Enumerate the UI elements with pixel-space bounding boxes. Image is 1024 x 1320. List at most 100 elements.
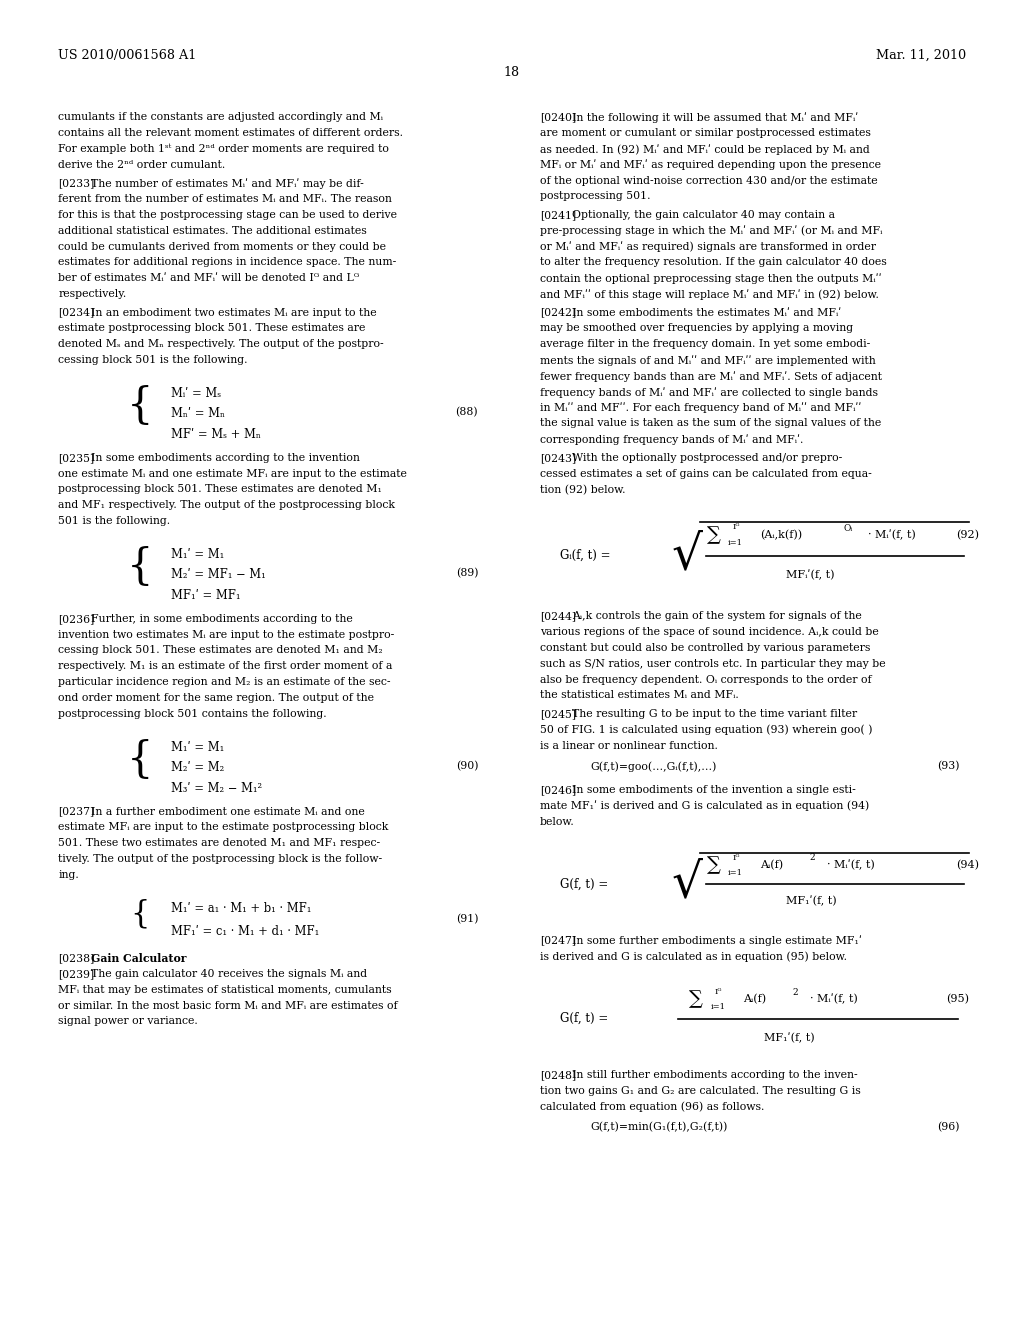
- Text: MFᵢ that may be estimates of statistical moments, cumulants: MFᵢ that may be estimates of statistical…: [58, 985, 392, 995]
- Text: postprocessing block 501 contains the following.: postprocessing block 501 contains the fo…: [58, 709, 327, 719]
- Text: respectively.: respectively.: [58, 289, 127, 300]
- Text: MFᵢ or Mᵢʹ and MFᵢʹ as required depending upon the presence: MFᵢ or Mᵢʹ and MFᵢʹ as required dependin…: [540, 160, 881, 170]
- Text: G(f,t)=goo(…,Gᵢ(f,t),…): G(f,t)=goo(…,Gᵢ(f,t),…): [591, 762, 717, 772]
- Text: estimates for additional regions in incidence space. The num-: estimates for additional regions in inci…: [58, 257, 396, 268]
- Text: [0233]: [0233]: [58, 178, 94, 189]
- Text: invention two estimates Mᵢ are input to the estimate postpro-: invention two estimates Mᵢ are input to …: [58, 630, 394, 640]
- Text: is a linear or nonlinear function.: is a linear or nonlinear function.: [540, 741, 718, 751]
- Text: 2: 2: [793, 987, 798, 997]
- Text: MF₁ʹ(f, t): MF₁ʹ(f, t): [786, 896, 837, 907]
- Text: G(f, t) =: G(f, t) =: [560, 878, 608, 891]
- Text: postprocessing 501.: postprocessing 501.: [540, 191, 650, 202]
- Text: In some embodiments of the invention a single esti-: In some embodiments of the invention a s…: [572, 785, 856, 795]
- Text: (94): (94): [956, 859, 980, 870]
- Text: estimate postprocessing block 501. These estimates are: estimate postprocessing block 501. These…: [58, 323, 366, 334]
- Text: [0242]: [0242]: [540, 308, 575, 318]
- Text: to alter the frequency resolution. If the gain calculator 40 does: to alter the frequency resolution. If th…: [540, 257, 887, 268]
- Text: In a further embodiment one estimate Mᵢ and one: In a further embodiment one estimate Mᵢ …: [91, 807, 365, 817]
- Text: · Mᵢʹ(f, t): · Mᵢʹ(f, t): [826, 859, 874, 870]
- Text: M₁ʹ = M₁: M₁ʹ = M₁: [171, 548, 224, 561]
- Text: ber of estimates Mᵢʹ and MFᵢʹ will be denoted Iᴳ and Lᴳ: ber of estimates Mᵢʹ and MFᵢʹ will be de…: [58, 273, 359, 284]
- Text: G(f, t) =: G(f, t) =: [560, 1012, 608, 1026]
- Text: signal power or variance.: signal power or variance.: [58, 1016, 198, 1027]
- Text: M₁ʹ = a₁ · M₁ + b₁ · MF₁: M₁ʹ = a₁ · M₁ + b₁ · MF₁: [171, 902, 311, 915]
- Text: US 2010/0061568 A1: US 2010/0061568 A1: [58, 49, 197, 62]
- Text: or Mᵢʹ and MFᵢʹ as required) signals are transformed in order: or Mᵢʹ and MFᵢʹ as required) signals are…: [540, 242, 876, 252]
- Text: below.: below.: [540, 817, 574, 826]
- Text: i=1: i=1: [728, 540, 742, 548]
- Text: and MFᵢʹʹ of this stage will replace Mᵢʹ and MFᵢʹ in (92) below.: and MFᵢʹʹ of this stage will replace Mᵢʹ…: [540, 289, 879, 300]
- Text: ∑: ∑: [707, 525, 720, 544]
- Text: In the following it will be assumed that Mᵢʹ and MFᵢʹ: In the following it will be assumed that…: [572, 112, 859, 123]
- Text: tion two gains G₁ and G₂ are calculated. The resulting G is: tion two gains G₁ and G₂ are calculated.…: [540, 1086, 860, 1096]
- Text: i=1: i=1: [728, 869, 742, 876]
- Text: 501 is the following.: 501 is the following.: [58, 516, 170, 527]
- Text: as needed. In (92) Mᵢʹ and MFᵢʹ could be replaced by Mᵢ and: as needed. In (92) Mᵢʹ and MFᵢʹ could be…: [540, 144, 869, 154]
- Text: In some embodiments the estimates Mᵢʹ and MFᵢʹ: In some embodiments the estimates Mᵢʹ an…: [572, 308, 842, 318]
- Text: · Mᵢʹ(f, t): · Mᵢʹ(f, t): [810, 994, 857, 1005]
- Text: In some further embodiments a single estimate MF₁ʹ: In some further embodiments a single est…: [572, 936, 862, 946]
- Text: fewer frequency bands than are Mᵢʹ and MFᵢʹ. Sets of adjacent: fewer frequency bands than are Mᵢʹ and M…: [540, 371, 882, 381]
- Text: With the optionally postprocessed and/or prepro-: With the optionally postprocessed and/or…: [572, 453, 843, 463]
- Text: various regions of the space of sound incidence. Aᵢ,k could be: various regions of the space of sound in…: [540, 627, 879, 638]
- Text: cumulants if the constants are adjusted accordingly and Mᵢ: cumulants if the constants are adjusted …: [58, 112, 383, 123]
- Text: ferent from the number of estimates Mᵢ and MFᵢ. The reason: ferent from the number of estimates Mᵢ a…: [58, 194, 392, 205]
- Text: derive the 2ⁿᵈ order cumulant.: derive the 2ⁿᵈ order cumulant.: [58, 160, 225, 170]
- Text: (92): (92): [956, 529, 980, 540]
- Text: pre-processing stage in which the Mᵢʹ and MFᵢʹ (or Mᵢ and MFᵢ: pre-processing stage in which the Mᵢʹ an…: [540, 226, 882, 236]
- Text: average filter in the frequency domain. In yet some embodi-: average filter in the frequency domain. …: [540, 339, 870, 350]
- Text: The gain calculator 40 receives the signals Mᵢ and: The gain calculator 40 receives the sign…: [91, 969, 368, 979]
- Text: Aᵢ(f): Aᵢ(f): [760, 859, 783, 870]
- Text: [0240]: [0240]: [540, 112, 575, 123]
- Text: are moment or cumulant or similar postprocessed estimates: are moment or cumulant or similar postpr…: [540, 128, 870, 139]
- Text: √: √: [672, 861, 702, 907]
- Text: Iᴳ: Iᴳ: [732, 854, 739, 862]
- Text: The resulting G to be input to the time variant filter: The resulting G to be input to the time …: [572, 709, 857, 719]
- Text: tion (92) below.: tion (92) below.: [540, 484, 625, 495]
- Text: Mar. 11, 2010: Mar. 11, 2010: [876, 49, 966, 62]
- Text: {: {: [127, 384, 154, 426]
- Text: the signal value is taken as the sum of the signal values of the: the signal value is taken as the sum of …: [540, 418, 881, 429]
- Text: such as S/N ratios, user controls etc. In particular they may be: such as S/N ratios, user controls etc. I…: [540, 659, 886, 669]
- Text: i=1: i=1: [711, 1003, 726, 1011]
- Text: Iᴳ: Iᴳ: [732, 523, 739, 531]
- Text: In some embodiments according to the invention: In some embodiments according to the inv…: [91, 453, 360, 463]
- Text: cessing block 501 is the following.: cessing block 501 is the following.: [58, 355, 248, 366]
- Text: (95): (95): [946, 994, 969, 1005]
- Text: and MF₁ respectively. The output of the postprocessing block: and MF₁ respectively. The output of the …: [58, 500, 395, 511]
- Text: denoted Mₛ and Mₙ respectively. The output of the postpro-: denoted Mₛ and Mₙ respectively. The outp…: [58, 339, 384, 350]
- Text: M₂ʹ = MF₁ − M₁: M₂ʹ = MF₁ − M₁: [171, 569, 266, 581]
- Text: [0236]: [0236]: [58, 614, 94, 624]
- Text: may be smoothed over frequencies by applying a moving: may be smoothed over frequencies by appl…: [540, 323, 853, 334]
- Text: tively. The output of the postprocessing block is the follow-: tively. The output of the postprocessing…: [58, 854, 383, 865]
- Text: mate MF₁ʹ is derived and G is calculated as in equation (94): mate MF₁ʹ is derived and G is calculated…: [540, 801, 869, 812]
- Text: contain the optional preprocessing stage then the outputs Mᵢʹʹ: contain the optional preprocessing stage…: [540, 273, 882, 284]
- Text: [0239]: [0239]: [58, 969, 94, 979]
- Text: √: √: [672, 532, 702, 579]
- Text: Gain Calculator: Gain Calculator: [91, 953, 186, 964]
- Text: 2: 2: [810, 853, 815, 862]
- Text: MFʹ = Mₛ + Mₙ: MFʹ = Mₛ + Mₙ: [171, 428, 261, 441]
- Text: 18: 18: [504, 66, 520, 79]
- Text: In still further embodiments according to the inven-: In still further embodiments according t…: [572, 1071, 858, 1080]
- Text: ing.: ing.: [58, 870, 79, 880]
- Text: Aᵢ,k controls the gain of the system for signals of the: Aᵢ,k controls the gain of the system for…: [572, 611, 862, 622]
- Text: frequency bands of Mᵢʹ and MFᵢʹ are collected to single bands: frequency bands of Mᵢʹ and MFᵢʹ are coll…: [540, 387, 878, 397]
- Text: 501. These two estimates are denoted M₁ and MF₁ respec-: 501. These two estimates are denoted M₁ …: [58, 838, 381, 849]
- Text: in Mᵢʹʹ and MFʹʹ. For each frequency band of Mᵢʹʹ and MFᵢʹʹ: in Mᵢʹʹ and MFʹʹ. For each frequency ban…: [540, 403, 861, 413]
- Text: one estimate Mᵢ and one estimate MFᵢ are input to the estimate: one estimate Mᵢ and one estimate MFᵢ are…: [58, 469, 408, 479]
- Text: M₃ʹ = M₂ − M₁²: M₃ʹ = M₂ − M₁²: [171, 781, 262, 795]
- Text: or similar. In the most basic form Mᵢ and MFᵢ are estimates of: or similar. In the most basic form Mᵢ an…: [58, 1001, 398, 1011]
- Text: could be cumulants derived from moments or they could be: could be cumulants derived from moments …: [58, 242, 386, 252]
- Text: particular incidence region and M₂ is an estimate of the sec-: particular incidence region and M₂ is an…: [58, 677, 391, 688]
- Text: Optionally, the gain calculator 40 may contain a: Optionally, the gain calculator 40 may c…: [572, 210, 836, 220]
- Text: MF₁ʹ = MF₁: MF₁ʹ = MF₁: [171, 589, 241, 602]
- Text: postprocessing block 501. These estimates are denoted M₁: postprocessing block 501. These estimate…: [58, 484, 382, 495]
- Text: M₂ʹ = M₂: M₂ʹ = M₂: [171, 762, 224, 774]
- Text: estimate MFᵢ are input to the estimate postprocessing block: estimate MFᵢ are input to the estimate p…: [58, 822, 389, 833]
- Text: cessing block 501. These estimates are denoted M₁ and M₂: cessing block 501. These estimates are d…: [58, 645, 383, 656]
- Text: the statistical estimates Mᵢ and MFᵢ.: the statistical estimates Mᵢ and MFᵢ.: [540, 690, 738, 701]
- Text: also be frequency dependent. Oᵢ corresponds to the order of: also be frequency dependent. Oᵢ correspo…: [540, 675, 871, 685]
- Text: {: {: [127, 738, 154, 780]
- Text: [0235]: [0235]: [58, 453, 94, 463]
